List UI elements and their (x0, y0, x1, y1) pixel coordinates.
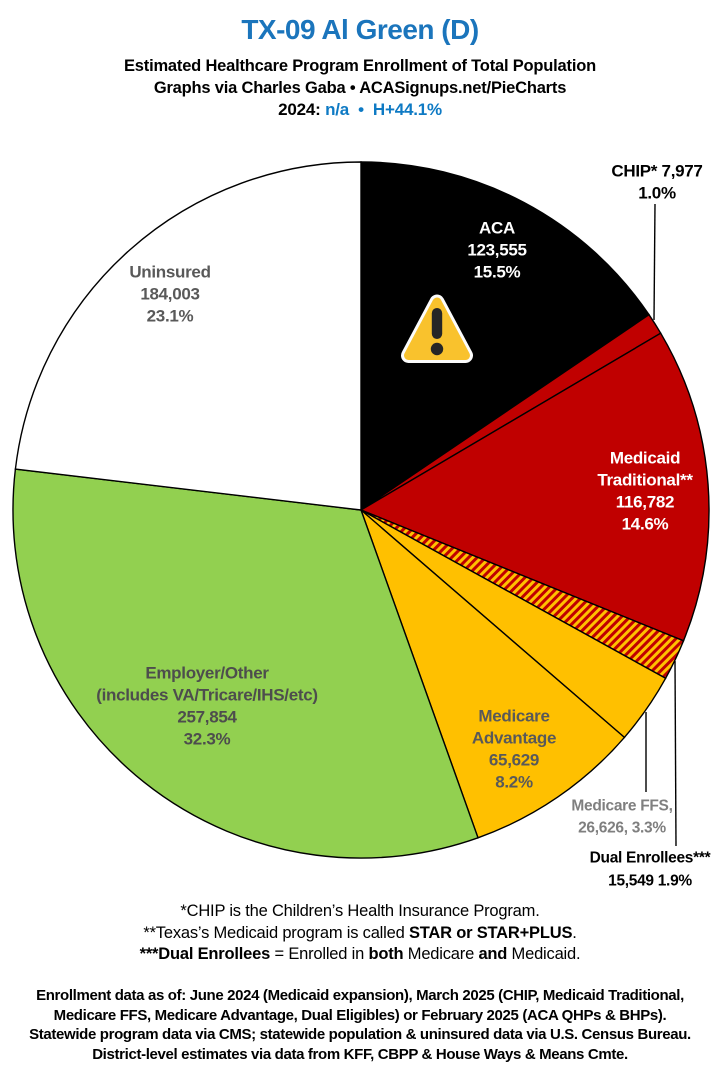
footnote-segment: *CHIP is the Children’s Health Insurance… (180, 902, 540, 920)
chart-credit-line: Graphs via Charles Gaba • ACASignups.net… (153, 79, 567, 97)
slice-label-dual-enrollees: 15,549 1.9% (608, 873, 692, 890)
footnote-line: *CHIP is the Children’s Health Insurance… (0, 901, 720, 923)
data-sources: Enrollment data as of: June 2024 (Medica… (0, 986, 720, 1064)
warning-icon (401, 294, 473, 363)
stat-segment: n/a (325, 100, 350, 119)
slice-label-employer-other: Employer/Other (145, 664, 269, 683)
leader-line-chip (653, 203, 656, 321)
slice-label-aca: 123,555 (467, 241, 526, 260)
slice-label-employer-other: (includes VA/Tricare/IHS/etc) (96, 686, 318, 705)
footnote-segment: Medicare (403, 945, 479, 963)
year-partisan-lean-line: 2024: n/a • H+44.1% (0, 99, 720, 121)
slice-label-medicare-advantage: 65,629 (489, 751, 539, 770)
warning-icon-exclamation-bar (431, 308, 443, 339)
slice-label-medicaid-traditional: Traditional** (597, 471, 693, 490)
pie-slice-uninsured (14, 161, 362, 511)
source-line: Enrollment data as of: June 2024 (Medica… (36, 987, 684, 1004)
leader-line-dual-enrollees (674, 660, 677, 847)
source-line: Medicare FFS, Medicare Advantage, Dual E… (53, 1006, 667, 1024)
slice-label-medicaid-traditional: 14.6% (622, 515, 669, 534)
footnote-segment: both (368, 945, 404, 963)
stat-segment: • (349, 100, 373, 119)
slice-label-employer-other: 32.3% (184, 730, 231, 749)
stat-segment: H+44.1% (372, 100, 442, 119)
slice-label-aca: ACA (479, 219, 515, 238)
slice-label-medicaid-traditional: Medicaid (610, 449, 680, 468)
footnotes: *CHIP is the Children’s Health Insurance… (0, 901, 720, 966)
footnote-segment: = Enrolled in (270, 945, 369, 963)
pie-slice-medicare-advantage (359, 507, 626, 839)
slice-label-employer-other: 257,854 (177, 708, 237, 727)
chart-header: TX-09 Al Green (D) Estimated Healthcare … (0, 8, 720, 121)
slice-label-chip: 1.0% (638, 184, 676, 203)
footnote-line: ***Dual Enrollees = Enrolled in both Med… (0, 944, 720, 966)
footnote-segment: ***Dual Enrollees (139, 945, 271, 963)
slice-label-aca: 15.5% (474, 263, 521, 282)
slice-label-uninsured: 184,003 (140, 285, 199, 304)
stat-segment: 2024: (278, 100, 326, 119)
footnote-segment: Medicaid. (507, 945, 581, 963)
footnote-segment: STAR or STAR+PLUS (408, 923, 573, 942)
slice-label-medicare-advantage: Medicare (478, 707, 549, 726)
pie-slice-medicaid-traditional (359, 332, 710, 642)
chart-subtitle: Estimated Healthcare Program Enrollment … (124, 57, 596, 75)
slice-label-uninsured: Uninsured (129, 263, 210, 282)
slice-label-medicare-ffs: Medicare FFS, (571, 798, 672, 815)
pie-slice-aca (360, 161, 650, 512)
slice-label-chip: CHIP* 7,977 (611, 162, 702, 181)
pie-slice-employer-other (12, 468, 479, 859)
page-title: TX-09 Al Green (D) (241, 14, 479, 45)
footnote-segment: **Texas’s Medicaid program is called (143, 923, 409, 942)
source-line: District-level estimates via data from K… (92, 1045, 628, 1063)
warning-icon-exclamation-dot (430, 342, 444, 356)
source-line: Statewide program data via CMS; statewid… (29, 1026, 691, 1043)
slice-label-uninsured: 23.1% (147, 307, 194, 326)
slice-label-medicaid-traditional: 116,782 (616, 493, 674, 512)
footnote-line: **Texas’s Medicaid program is called STA… (0, 923, 720, 945)
pie-chart: ACA 123,555 15.5% CHIP* 7,977 1.0% Medicaid Tr… (12, 161, 712, 890)
slice-label-medicare-ffs: 26,626, 3.3% (578, 820, 666, 837)
slice-label-dual-enrollees: Dual Enrollees*** (590, 850, 712, 867)
footnote-segment: and (478, 945, 508, 963)
slice-label-medicare-advantage: 8.2% (495, 773, 533, 792)
footnote-segment: . (572, 923, 577, 942)
slice-label-medicare-advantage: Advantage (472, 729, 556, 748)
